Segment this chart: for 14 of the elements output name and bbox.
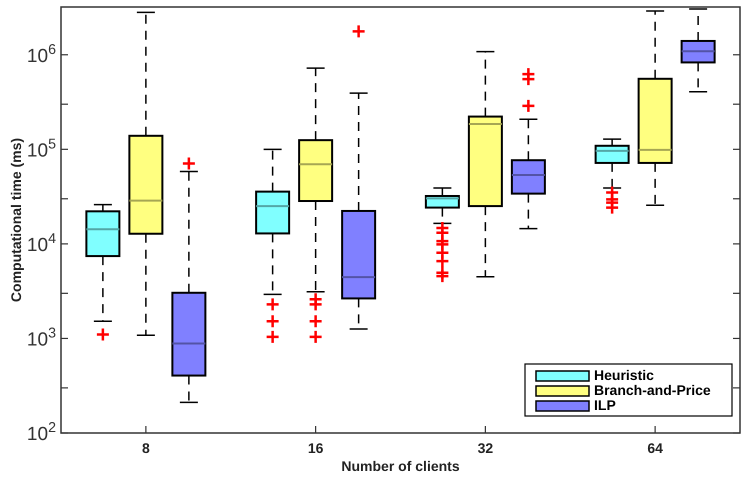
x-axis-title: Number of clients <box>341 458 460 474</box>
y-axis-title: Computational time (ms) <box>8 138 24 302</box>
x-tick-label: 16 <box>308 440 324 456</box>
x-tick-label: 8 <box>142 440 150 456</box>
legend-label: Heuristic <box>594 367 654 383</box>
y-tick-label: 10$^{4}$ <box>26 230 56 256</box>
x-tick-label: 32 <box>478 440 494 456</box>
y-tick-label: 10$^{6}$ <box>26 42 56 67</box>
legend-label: Branch-and-Price <box>594 382 711 398</box>
y-tick-label: 10$^{3}$ <box>26 325 56 350</box>
x-tick-label: 64 <box>647 440 664 456</box>
y-tick-label: 10$^{2}$ <box>26 420 56 445</box>
y-tick-label: 10$^{5}$ <box>26 136 56 162</box>
legend-label: ILP <box>594 397 616 413</box>
